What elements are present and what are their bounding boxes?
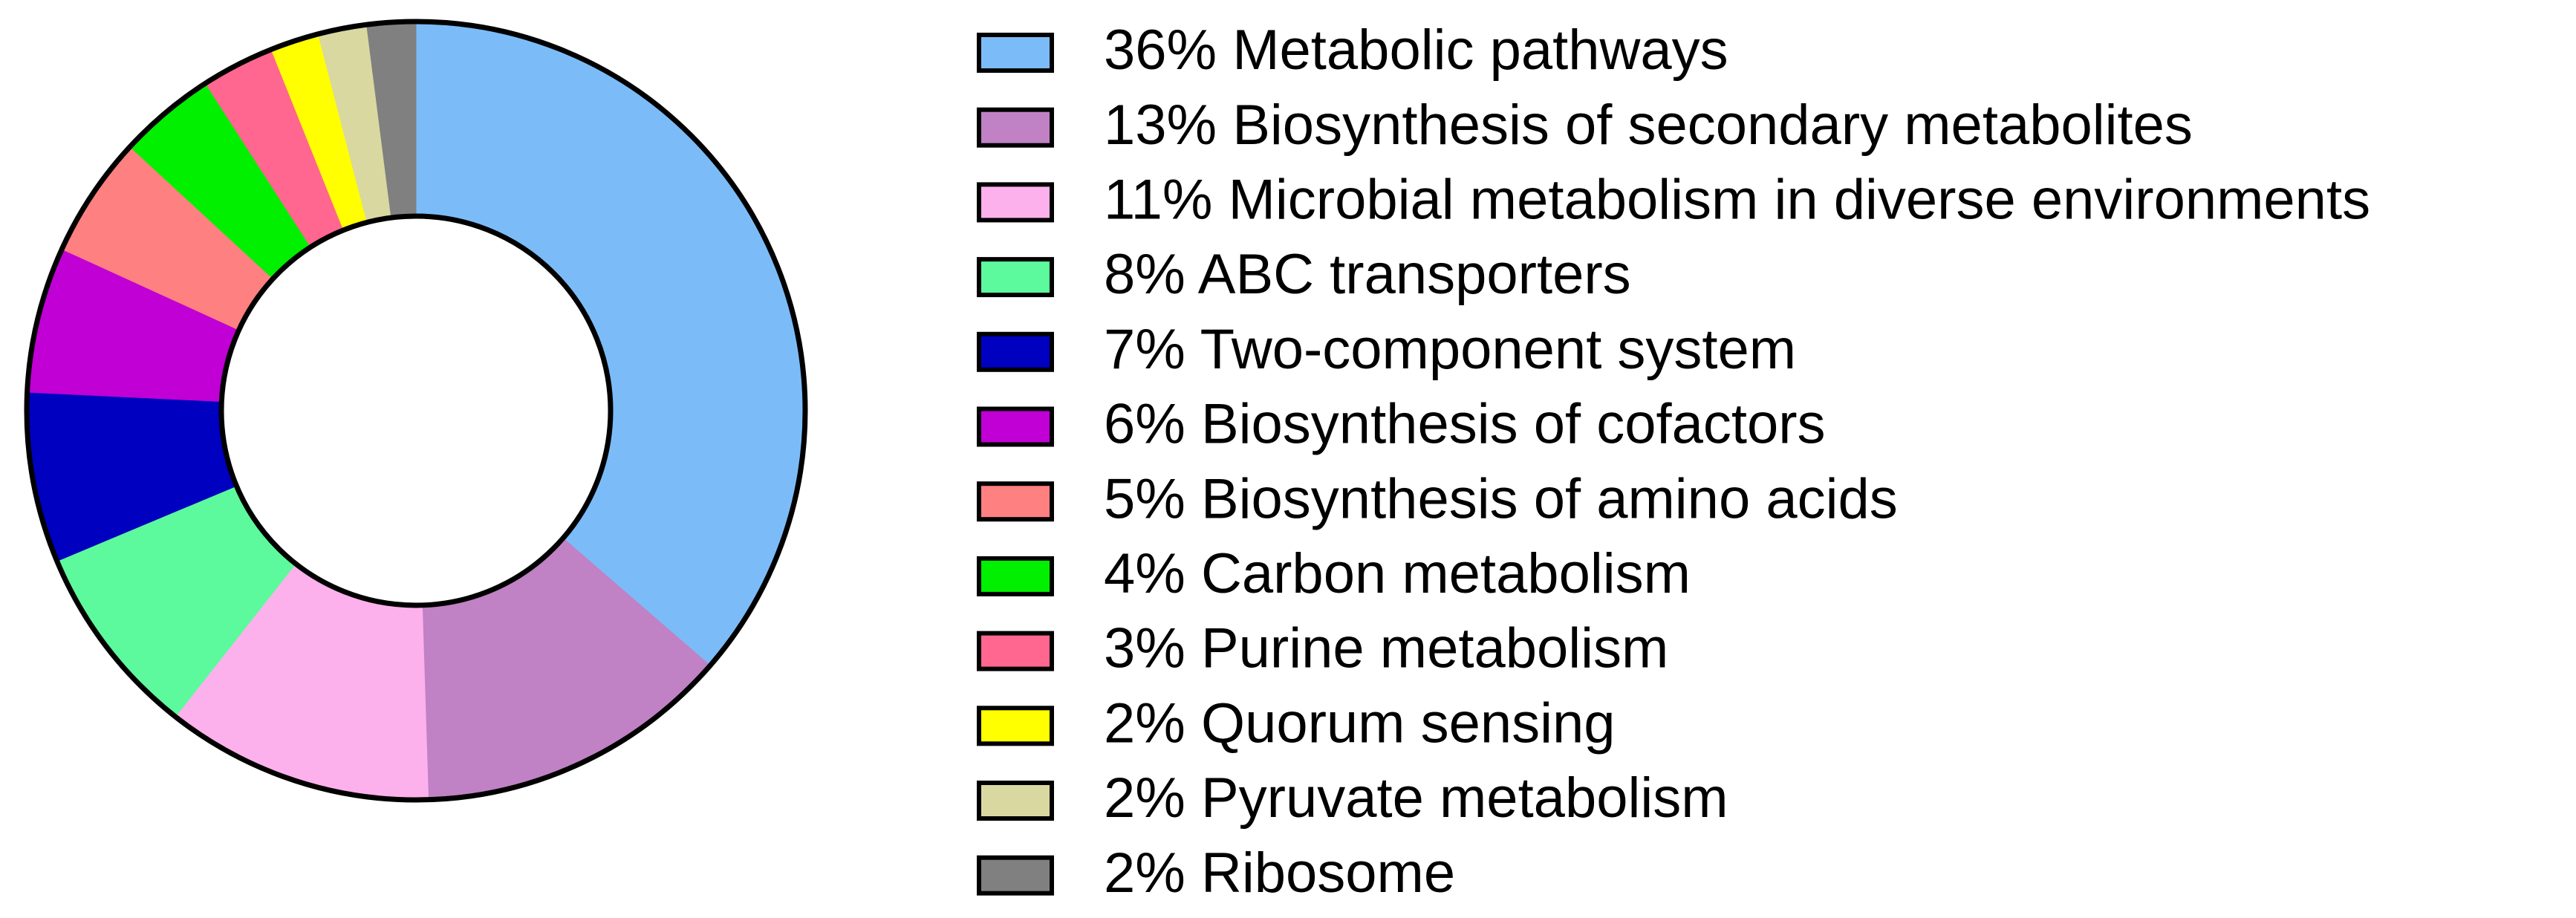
legend-swatch xyxy=(977,631,1054,671)
legend-swatch xyxy=(977,481,1054,522)
donut-inner-border xyxy=(218,213,614,608)
legend-label: 2% Pyruvate metabolism xyxy=(1104,766,1728,830)
legend-label: 8% ABC transporters xyxy=(1104,243,1631,306)
legend-label: 36% Metabolic pathways xyxy=(1104,19,1728,82)
legend-swatch xyxy=(977,781,1054,821)
legend-swatch xyxy=(977,855,1054,896)
legend-swatch xyxy=(977,257,1054,298)
legend-swatch xyxy=(977,182,1054,223)
legend-label: 4% Carbon metabolism xyxy=(1104,542,1691,605)
legend-swatch xyxy=(977,556,1054,596)
legend-swatch xyxy=(977,33,1054,73)
legend-label: 2% Ribosome xyxy=(1104,842,1455,905)
legend-label: 6% Biosynthesis of cofactors xyxy=(1104,393,1826,456)
legend-swatch xyxy=(977,107,1054,148)
legend-swatch xyxy=(977,406,1054,447)
legend-label: 11% Microbial metabolism in diverse envi… xyxy=(1104,168,2370,231)
legend-label: 3% Purine metabolism xyxy=(1104,617,1668,680)
donut-outer-border xyxy=(24,19,808,803)
legend-swatch xyxy=(977,706,1054,746)
legend-label: 13% Biosynthesis of secondary metabolite… xyxy=(1104,94,2193,157)
legend-label: 7% Two-component system xyxy=(1104,318,1796,381)
legend-label: 5% Biosynthesis of amino acids xyxy=(1104,467,1898,530)
legend-label: 2% Quorum sensing xyxy=(1104,691,1616,755)
legend-swatch xyxy=(977,331,1054,372)
